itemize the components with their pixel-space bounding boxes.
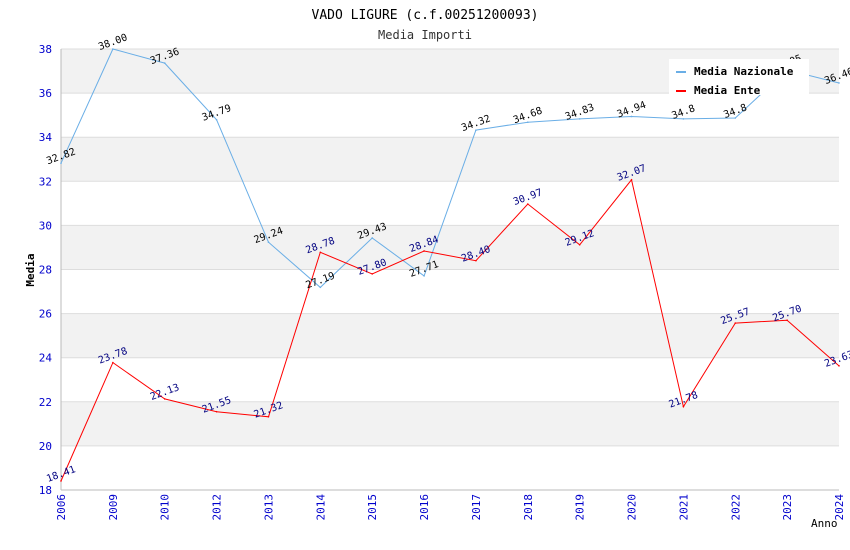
x-tick-label: 2010: [159, 494, 172, 521]
x-tick-label: 2018: [522, 494, 535, 521]
series-line-media-ente: [60, 178, 840, 482]
x-tick-label: 2016: [418, 494, 431, 521]
data-point-media-nazionale: [60, 162, 62, 165]
x-tick-label: 2006: [55, 494, 68, 521]
data-point-media-ente: [838, 365, 840, 367]
y-tick-label: 26: [39, 308, 52, 321]
grid-band: [61, 93, 839, 138]
x-axis-ticks: 2006 2009 2010 2012 2013 2014 2015 2016 2017 2018…: [55, 494, 846, 521]
data-point-media-ente: [319, 251, 322, 254]
axes: [60, 49, 839, 491]
data-point-media-ente: [423, 250, 425, 252]
data-point-media-ente: [786, 319, 788, 322]
grid-band: [61, 357, 839, 402]
legend-box: [669, 59, 809, 95]
data-point-media-nazionale: [734, 117, 737, 119]
x-tick-label: 2015: [366, 494, 379, 521]
data-point-media-ente: [682, 405, 685, 408]
data-point-media-nazionale: [682, 118, 685, 120]
grid-bands: [61, 49, 839, 490]
data-point-media-ente: [267, 415, 270, 418]
x-axis-label: Anno: [811, 517, 838, 530]
x-tick-label: 2023: [781, 494, 794, 521]
data-point-media-ente: [527, 203, 529, 205]
y-tick-label: 24: [39, 352, 53, 365]
data-point-media-ente: [475, 259, 477, 262]
data-point-media-nazionale: [423, 275, 425, 277]
data-point-media-nazionale: [475, 129, 477, 131]
x-tick-label: 2021: [677, 494, 690, 521]
y-tick-label: 22: [39, 396, 52, 409]
y-tick-label: 38: [39, 43, 52, 56]
data-point-media-ente: [112, 361, 114, 364]
data-point-media-ente: [371, 273, 374, 275]
chart-title: VADO LIGURE (c.f.00251200093): [312, 8, 539, 23]
grid-band: [61, 137, 839, 182]
legend-label-media-ente: Media Ente: [694, 84, 761, 97]
data-point-media-nazionale: [112, 48, 114, 50]
y-tick-label: 30: [39, 219, 52, 232]
data-point-media-nazionale: [215, 118, 218, 121]
y-tick-label: 28: [39, 264, 52, 277]
grid-band: [61, 313, 839, 358]
grid-band: [61, 225, 839, 270]
x-tick-label: 2024: [833, 494, 846, 521]
grid-band: [61, 445, 839, 490]
x-tick-label: 2022: [729, 494, 742, 521]
data-point-media-nazionale: [838, 82, 840, 84]
data-point-media-ente: [215, 410, 218, 413]
series-line-media-nazionale: [60, 48, 840, 289]
data-point-media-ente: [60, 480, 62, 482]
y-tick-label: 18: [39, 484, 52, 497]
x-tick-label: 2017: [470, 494, 483, 521]
x-tick-label: 2013: [262, 494, 275, 521]
y-tick-label: 34: [39, 131, 53, 144]
x-tick-label: 2019: [574, 494, 587, 521]
x-tick-label: 2009: [107, 494, 120, 521]
chart-subtitle: Media Importi: [378, 28, 472, 42]
x-tick-label: 2020: [626, 494, 639, 521]
x-tick-label: 2014: [314, 494, 327, 521]
x-tick-label: 2012: [211, 494, 224, 521]
data-point-media-nazionale: [527, 121, 529, 124]
legend: Media Nazionale Media Ente: [669, 59, 809, 97]
data-point-media-ente: [578, 244, 581, 246]
data-point-media-nazionale: [163, 62, 166, 64]
y-tick-label: 32: [39, 175, 52, 188]
legend-label-media-nazionale: Media Nazionale: [694, 65, 794, 78]
y-axis-ticks: 18 20 22 24 26 28 30 32 34 36 38: [39, 43, 53, 497]
y-tick-label: 36: [39, 87, 52, 100]
data-point-media-ente: [734, 322, 737, 324]
data-point-media-nazionale: [371, 237, 374, 239]
grid-band: [61, 269, 839, 314]
y-tick-label: 20: [39, 440, 52, 453]
data-point-media-nazionale: [630, 115, 633, 118]
data-point-media-nazionale: [578, 118, 581, 120]
series-lines: [60, 48, 840, 482]
grid-band: [61, 401, 839, 446]
data-point-media-ente: [630, 178, 633, 181]
data-point-media-nazionale: [267, 241, 270, 243]
data-point-media-ente: [163, 398, 166, 400]
y-axis-label: Media: [24, 253, 37, 286]
data-point-media-nazionale: [319, 286, 322, 289]
